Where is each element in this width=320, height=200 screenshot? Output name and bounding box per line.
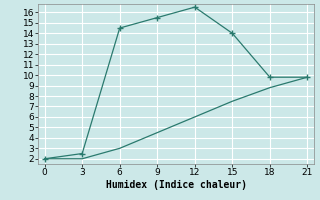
X-axis label: Humidex (Indice chaleur): Humidex (Indice chaleur)	[106, 180, 246, 190]
